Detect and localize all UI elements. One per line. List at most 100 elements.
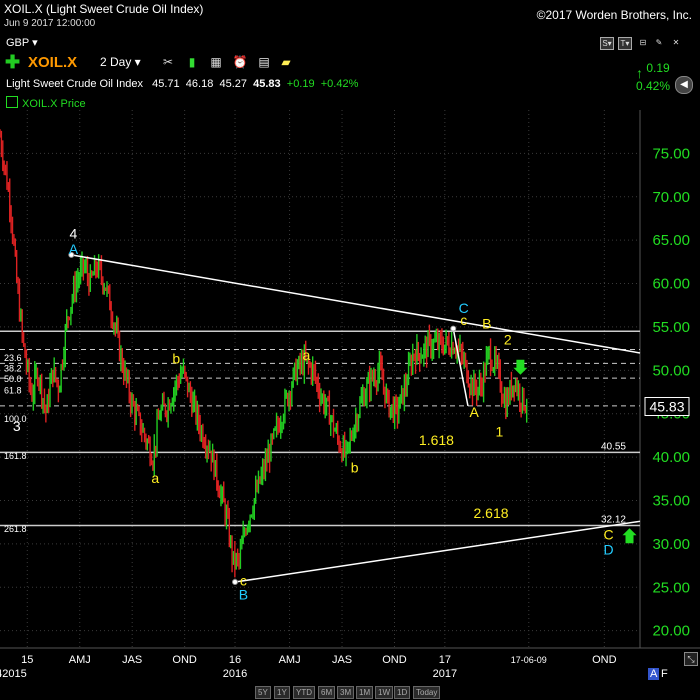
trendline-anchor (68, 251, 75, 258)
fib-label: 50.0 (4, 374, 22, 384)
wave-label: b (172, 350, 180, 366)
wave-label: 3 (13, 418, 21, 434)
x-tick-label: JAS (122, 654, 142, 666)
wave-label: B (239, 586, 248, 602)
range-button-3m[interactable]: 3M (337, 686, 355, 699)
x-tick-label: OND (592, 654, 617, 666)
news-icon[interactable]: ▤ (258, 55, 270, 69)
y-tick-label: 65.00 (652, 232, 690, 249)
change-summary: ↑ 0.19 0.42% (636, 62, 670, 93)
trendline-anchor (450, 325, 457, 332)
level-value-label: 32.12 (601, 515, 626, 526)
y-tick-label: 30.00 (652, 536, 690, 553)
wave-label: b (351, 460, 359, 476)
trendline (452, 328, 469, 407)
y-tick-label: 50.00 (652, 362, 690, 379)
interval-select[interactable]: 2 Day ▾ (100, 55, 141, 69)
f-button[interactable]: F (661, 668, 668, 680)
quote-line: Light Sweet Crude Oil Index 45.71 46.18 … (6, 78, 358, 90)
wave-label: a (302, 347, 310, 363)
last-price-label: 45.83 (649, 399, 684, 415)
calendar-icon[interactable]: ▦ (210, 55, 222, 69)
x-year-label: 142015 (0, 668, 27, 680)
x-tick-label: AMJ (279, 654, 301, 666)
x-tick-label: 16 (229, 654, 241, 666)
quote-open: 45.71 (152, 78, 180, 90)
range-button-1w[interactable]: 1W (375, 686, 393, 699)
x-tick-label: OND (172, 654, 197, 666)
arrow-up-icon (622, 528, 637, 544)
fib-label: 61.8 (4, 385, 22, 395)
wave-label: D (603, 541, 613, 557)
range-button-5y[interactable]: 5Y (255, 686, 271, 699)
wave-label: 1.618 (419, 432, 454, 448)
wave-label: B (482, 316, 491, 332)
range-button-ytd[interactable]: YTD (293, 686, 315, 699)
wave-label: A (69, 241, 79, 257)
s-menu-button[interactable]: S▾ (600, 37, 614, 50)
fib-label: 38.2 (4, 364, 22, 374)
symbol-label[interactable]: XOIL.X (28, 54, 78, 71)
wave-label: 1 (496, 423, 504, 439)
y-tick-label: 55.00 (652, 319, 690, 336)
wave-label: C (459, 300, 469, 316)
range-button-6m[interactable]: 6M (318, 686, 336, 699)
fib-label: 23.6 (4, 353, 22, 363)
last-price-box (644, 397, 690, 417)
trendline (71, 254, 641, 354)
legend-swatch (6, 96, 18, 108)
bars-icon[interactable]: ▮ (188, 55, 196, 69)
close-icon[interactable]: ✕ (672, 38, 680, 47)
x-year-label: 2017 (433, 668, 457, 680)
wave-label: c (240, 573, 247, 589)
a-button[interactable]: A (648, 668, 660, 680)
copyright: ©2017 Worden Brothers, Inc. (536, 8, 692, 22)
change-value: 0.19 (646, 61, 670, 75)
quote-change: +0.19 (286, 78, 315, 90)
quote-high: 46.18 (185, 78, 214, 90)
x-tick-label: JAS (332, 654, 352, 666)
y-tick-label: 25.00 (652, 579, 690, 596)
trendline-anchor (232, 579, 239, 586)
note-icon[interactable]: ▰ (281, 55, 291, 69)
x-tick-label: AMJ (69, 654, 91, 666)
quote-last: 45.83 (253, 78, 281, 90)
fib-label: 261.8 (4, 524, 27, 534)
edit-icon[interactable]: ✎ (655, 38, 663, 47)
x-tick-label: 17-06-09 (511, 655, 547, 665)
legend: XOIL.X Price (6, 96, 86, 110)
wave-label: 2.618 (473, 505, 508, 521)
quote-low: 45.27 (219, 78, 247, 90)
add-symbol-icon[interactable]: ✚ (5, 52, 21, 72)
trendline (234, 520, 641, 583)
wave-label: a (151, 470, 159, 486)
scroll-left-icon[interactable]: ◀ (675, 76, 693, 94)
level-value-label: 40.55 (601, 442, 626, 453)
fib-label: 161.8 (4, 451, 27, 461)
currency-select[interactable]: GBP ▾ (6, 37, 38, 49)
wave-label: 4 (70, 225, 78, 241)
range-button-1d[interactable]: 1D (394, 686, 411, 699)
x-tick-label: 15 (21, 654, 33, 666)
range-button-1y[interactable]: 1Y (274, 686, 290, 699)
range-button-today[interactable]: Today (413, 686, 441, 699)
arrow-down-icon (513, 359, 528, 375)
quote-name: Light Sweet Crude Oil Index (6, 78, 143, 90)
y-tick-label: 70.00 (652, 189, 690, 206)
wave-label: C (603, 527, 613, 543)
tools-icon[interactable]: ✂ (162, 55, 174, 69)
up-arrow-icon: ↑ (635, 65, 643, 81)
layout-icon[interactable]: ⊟ (639, 38, 647, 47)
quote-pct: +0.42% (320, 78, 359, 90)
y-tick-label: 75.00 (652, 145, 690, 162)
wave-label: c (460, 312, 467, 328)
chart-title: XOIL.X (Light Sweet Crude Oil Index) (4, 2, 204, 16)
y-tick-label: 35.00 (652, 492, 690, 509)
change-pct: 0.42% (635, 79, 670, 93)
x-tick-label: 17 (439, 654, 451, 666)
resize-icon[interactable]: ⤡ (684, 652, 698, 666)
range-button-1m[interactable]: 1M (356, 686, 374, 699)
t-menu-button[interactable]: T▾ (618, 37, 632, 50)
alarm-icon[interactable]: ⏰ (232, 55, 248, 69)
